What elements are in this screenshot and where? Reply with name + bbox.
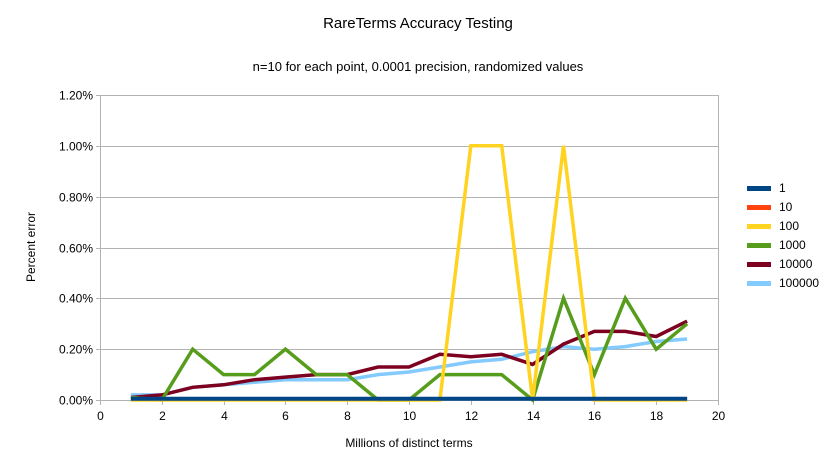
x-tick-label: 6 bbox=[282, 409, 289, 423]
x-axis-title: Millions of distinct terms bbox=[345, 436, 473, 450]
x-tick-label: 10 bbox=[403, 409, 417, 423]
x-tick-label: 14 bbox=[527, 409, 541, 423]
legend-label: 10000 bbox=[779, 257, 813, 271]
series-line-100 bbox=[130, 144, 688, 402]
legend-label: 100000 bbox=[779, 276, 820, 290]
legend-swatch-1 bbox=[747, 185, 771, 191]
x-tick-label: 4 bbox=[221, 409, 228, 423]
x-tick-label: 18 bbox=[650, 409, 664, 423]
x-tick-label: 8 bbox=[344, 409, 351, 423]
y-tick-label: 0.60% bbox=[59, 242, 93, 256]
y-tick-label: 1.20% bbox=[59, 89, 93, 103]
legend: 1 10 100 1000 10000 100000 bbox=[747, 181, 819, 290]
x-tick-label: 0 bbox=[97, 409, 104, 423]
series-line-10000 bbox=[130, 319, 688, 400]
y-tick-label: 0.00% bbox=[59, 394, 93, 408]
legend-label: 1000 bbox=[779, 238, 806, 252]
x-tick-label: 12 bbox=[465, 409, 479, 423]
legend-item-1000: 1000 bbox=[747, 238, 819, 252]
y-tick-label: 1.00% bbox=[59, 140, 93, 154]
chart-subtitle: n=10 for each point, 0.0001 precision, r… bbox=[252, 59, 584, 74]
legend-swatch-1000 bbox=[747, 242, 771, 248]
chart-title: RareTerms Accuracy Testing bbox=[323, 15, 513, 32]
legend-label: 10 bbox=[779, 200, 793, 214]
legend-swatch-100000 bbox=[747, 280, 771, 286]
y-tick-label: 0.40% bbox=[59, 292, 93, 306]
legend-swatch-100 bbox=[747, 223, 771, 229]
legend-item-10: 10 bbox=[747, 200, 819, 214]
y-tick-label: 0.80% bbox=[59, 191, 93, 205]
legend-item-10000: 10000 bbox=[747, 257, 819, 271]
y-tick-label: 0.20% bbox=[59, 343, 93, 357]
legend-label: 100 bbox=[779, 219, 800, 233]
legend-item-1: 1 bbox=[747, 181, 819, 195]
legend-item-100: 100 bbox=[747, 219, 819, 233]
legend-item-100000: 100000 bbox=[747, 276, 819, 290]
legend-swatch-10 bbox=[747, 204, 771, 210]
legend-label: 1 bbox=[779, 181, 786, 195]
legend-swatch-10000 bbox=[747, 261, 771, 267]
x-tick-label: 2 bbox=[159, 409, 166, 423]
x-tick-label: 16 bbox=[588, 409, 602, 423]
x-tick-label: 20 bbox=[712, 409, 726, 423]
